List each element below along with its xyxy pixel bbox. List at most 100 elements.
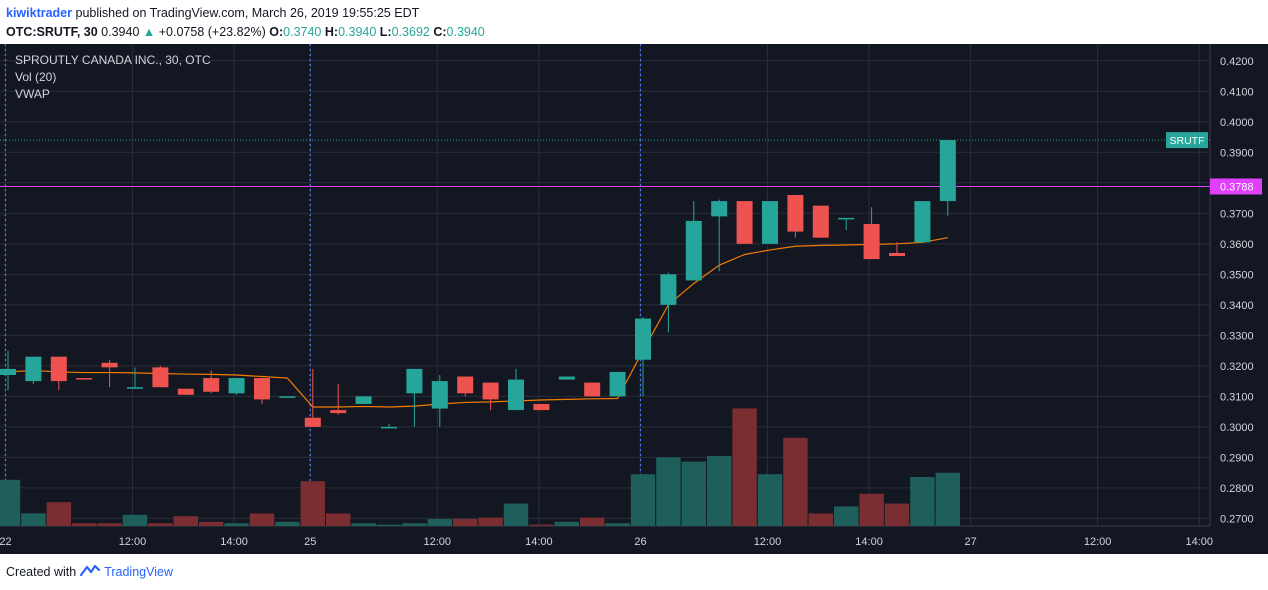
close-label: C: [433, 25, 447, 39]
candle-body [482, 382, 499, 400]
y-tick-label: 0.4200 [1220, 56, 1254, 68]
volume-bar [427, 519, 452, 526]
volume-bar [478, 517, 503, 526]
volume-bar [605, 523, 630, 526]
x-tick-label: 14:00 [855, 536, 883, 548]
symbol-label: OTC:SRUTF, 30 [6, 25, 98, 39]
volume-bar [910, 477, 935, 526]
volume-bar [935, 472, 960, 526]
y-tick-label: 0.3100 [1220, 391, 1254, 403]
high-label: H: [324, 25, 339, 39]
volume-bar [249, 513, 275, 526]
volume-bar [97, 523, 122, 526]
candle-body [660, 274, 677, 305]
volume-bar [707, 456, 732, 526]
volume-bar [681, 461, 706, 526]
volume-bar [808, 513, 833, 526]
x-tick-label: 14:00 [525, 536, 553, 548]
candlestick-chart[interactable]: 0.42000.41000.40000.39000.38000.37000.36… [0, 44, 1268, 554]
candle-body [584, 382, 601, 397]
candle-body [533, 403, 550, 411]
volume-bar [834, 506, 859, 526]
candle-body [203, 378, 220, 392]
volume-bar [275, 521, 300, 526]
x-tick-label: 14:00 [220, 536, 248, 548]
created-with-label: Created with [6, 564, 77, 579]
candle-body [152, 367, 169, 388]
candle-body [558, 376, 575, 380]
candle-body [762, 201, 778, 244]
candle-body [914, 201, 931, 243]
chart-legend: SPROUTLY CANADA INC., 30, OTC Vol (20) V… [15, 52, 211, 103]
candle-body [76, 378, 93, 380]
volume-bar [326, 513, 351, 526]
x-tick-label: 12:00 [1084, 536, 1112, 548]
candle-body [787, 195, 804, 232]
candle-body [431, 381, 448, 409]
symbol-tag-bg [1166, 132, 1208, 149]
candle-body [889, 252, 905, 257]
volume-bar [503, 503, 529, 526]
y-tick-label: 0.3500 [1220, 269, 1254, 281]
x-tick-label: 12:00 [423, 536, 451, 548]
volume-bar [46, 502, 71, 526]
volume-bar [529, 524, 554, 526]
volume-bar [224, 523, 249, 526]
low-value: 0.3692 [391, 25, 430, 39]
close-value: 0.3940 [446, 25, 485, 39]
legend-title: SPROUTLY CANADA INC., 30, OTC [15, 53, 211, 67]
candle-body [330, 410, 347, 414]
y-tick-label: 0.2900 [1220, 452, 1254, 464]
volume-bar [757, 474, 783, 526]
chart-area[interactable]: 0.42000.41000.40000.39000.38000.37000.36… [0, 44, 1268, 554]
candle-body [508, 379, 524, 411]
candle-body [279, 396, 296, 398]
candle-body [406, 368, 423, 394]
candle-body [457, 376, 474, 394]
candle-body [711, 201, 728, 217]
volume-bar [376, 524, 402, 526]
x-tick-label: 12:00 [754, 536, 782, 548]
candle-body [355, 396, 372, 404]
candle-body [609, 371, 626, 397]
volume-bar [72, 523, 97, 526]
candle-body [127, 387, 143, 389]
volume-bar [199, 521, 224, 526]
candle-body [381, 426, 397, 429]
open-value: 0.3740 [283, 25, 322, 39]
candle-body [0, 368, 16, 375]
legend-vwap[interactable]: VWAP [15, 87, 50, 101]
y-tick-label: 0.3900 [1220, 147, 1254, 159]
x-tick-label: 25 [304, 536, 316, 548]
legend-volume[interactable]: Vol (20) [15, 70, 57, 84]
volume-bar [122, 514, 148, 526]
chart-background [0, 44, 1268, 554]
candle-body [685, 220, 702, 281]
candle-body [101, 362, 118, 368]
author-link[interactable]: kiwiktrader [6, 6, 73, 20]
y-tick-label: 0.3400 [1220, 300, 1254, 312]
x-tick-label: 27 [965, 536, 977, 548]
y-tick-label: 0.2800 [1220, 483, 1254, 495]
tradingview-link[interactable]: TradingView [104, 564, 173, 579]
y-tick-label: 0.3700 [1220, 208, 1254, 220]
candle-body [304, 417, 321, 427]
up-arrow-icon: ▲ [142, 25, 156, 39]
volume-bar [580, 517, 605, 526]
x-tick-label: 14:00 [1185, 536, 1213, 548]
candle-body [177, 388, 194, 395]
x-tick-label: 26 [634, 536, 646, 548]
candle-body [228, 378, 245, 394]
candle-body [25, 356, 42, 382]
low-label: L: [379, 25, 392, 39]
y-tick-label: 0.3300 [1220, 330, 1254, 342]
candle-body [812, 205, 829, 238]
y-tick-label: 0.2700 [1220, 513, 1254, 525]
volume-bar [656, 457, 681, 526]
level-price-tag: 0.3788 [1220, 181, 1254, 193]
volume-bar [630, 474, 656, 526]
symbol-tag: SRUTF [1170, 135, 1205, 147]
candle-body [254, 378, 270, 400]
level-price-tag-bg [1210, 178, 1262, 195]
candle-body [838, 217, 855, 220]
